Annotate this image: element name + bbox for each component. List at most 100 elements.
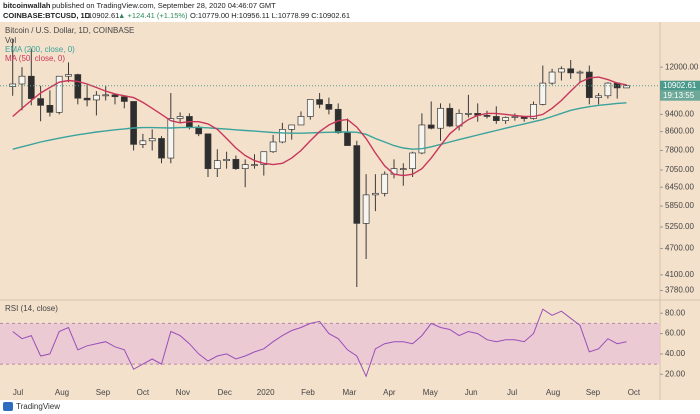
y-tick-label: 6450.00 (665, 182, 694, 191)
countdown: 19:13:55 (663, 91, 695, 100)
candle-body (604, 82, 612, 97)
x-tick-label: 2020 (257, 388, 275, 397)
candle-body (381, 173, 389, 194)
ohlc: O:10779.00 H:10956.11 L:10778.99 C:10902… (190, 11, 350, 20)
candle-body (102, 94, 110, 97)
x-tick-label: Aug (546, 388, 560, 397)
candle-body (288, 124, 296, 130)
candle-body (148, 138, 156, 142)
author: bitcoinwallah (3, 1, 51, 10)
published: published on TradingView.com, September … (52, 1, 276, 10)
candle-body (176, 116, 184, 119)
candle-body (93, 94, 100, 101)
price: 10902.61 (88, 11, 119, 20)
y-tick-label: 5250.00 (665, 222, 694, 231)
candle-body (167, 118, 175, 159)
candle-body (372, 192, 379, 196)
candle-body (595, 95, 602, 98)
y-tick-label: 4100.00 (665, 270, 694, 279)
candle-body (27, 75, 35, 99)
candle-body (55, 75, 63, 113)
candle-body (120, 96, 128, 102)
candle-body (111, 94, 119, 98)
last-price-label: 10902.61 (663, 81, 697, 90)
y-tick-label: 7050.00 (665, 165, 694, 174)
candle-body (585, 71, 593, 98)
x-tick-label: Aug (55, 388, 69, 397)
y-tick-label: 3780.00 (665, 286, 694, 295)
candle-body (418, 124, 426, 154)
y-tick-label: 4700.00 (665, 244, 694, 253)
y-tick-label: 5850.00 (665, 201, 694, 210)
candle-body (46, 104, 54, 113)
x-tick-label: May (423, 388, 438, 397)
x-tick-label: Sep (586, 388, 601, 397)
candle-body (158, 138, 165, 159)
candle-body (223, 158, 230, 161)
candle-body (65, 74, 72, 77)
rsi-line (12, 308, 627, 378)
candle-body (409, 152, 416, 170)
candle-body (502, 117, 509, 122)
candle-body (446, 107, 454, 127)
x-tick-label: Jul (13, 388, 23, 397)
candle-body (344, 132, 351, 146)
candle-body (130, 101, 137, 145)
candle-body (558, 68, 565, 73)
x-tick-label: Mar (342, 388, 356, 397)
candle-body (37, 98, 44, 106)
candle-body (306, 99, 314, 117)
candle-body (297, 116, 305, 126)
candle-body (567, 68, 575, 74)
rsi-band (0, 323, 660, 365)
change: ▲ +124.41 (+1.15%) (118, 11, 188, 20)
candle-body (623, 85, 630, 89)
y-tick-label: 12000.00 (665, 62, 699, 71)
candle-body (492, 116, 500, 122)
y-tick-label: 7800.00 (665, 146, 694, 155)
candle-body (483, 115, 491, 117)
candle-body (539, 82, 547, 105)
y-tick-label: 20.00 (665, 369, 686, 378)
candle-body (530, 104, 537, 119)
x-tick-label: Apr (383, 388, 396, 397)
candle-body (427, 124, 435, 129)
y-tick-label: 9400.00 (665, 109, 694, 118)
chart-title: Bitcoin / U.S. Dollar, 1D, COINBASE (5, 26, 134, 35)
y-tick-label: 8600.00 (665, 127, 694, 136)
countdown-box (660, 90, 700, 101)
candle-body (18, 75, 26, 85)
candle-body (325, 104, 333, 110)
candle-body (399, 168, 407, 171)
logo: TradingView (16, 402, 60, 411)
y-tick-label: 80.00 (665, 308, 686, 317)
candle-body (74, 74, 82, 99)
x-tick-label: Jun (465, 388, 478, 397)
candle-body (241, 164, 249, 170)
candle-body (576, 71, 584, 74)
indicator-line (12, 76, 627, 177)
candle-body (213, 160, 221, 170)
x-tick-label: Oct (137, 388, 150, 397)
candle-body (260, 151, 268, 165)
symbol: COINBASE:BTCUSD, 1D (3, 11, 91, 20)
candle-body (437, 107, 444, 129)
volume-label: Vol (5, 36, 16, 45)
candle-body (269, 141, 277, 153)
rsi-title: RSI (14, close) (5, 304, 58, 313)
x-tick-label: Oct (628, 388, 641, 397)
candle-body (83, 97, 91, 101)
candle-body (353, 145, 361, 224)
legend-entry: MA (50, close, 0) (5, 54, 65, 63)
candle-body (139, 140, 147, 145)
logo-icon (3, 402, 13, 411)
candle-body (511, 116, 519, 118)
legend-entry: EMA (200, close, 0) (5, 45, 75, 54)
candle-body (362, 194, 370, 224)
x-tick-label: Nov (176, 388, 190, 397)
candle-body (251, 164, 258, 166)
last-price-box (660, 80, 700, 91)
y-tick-label: 60.00 (665, 329, 686, 338)
x-tick-label: Dec (218, 388, 232, 397)
